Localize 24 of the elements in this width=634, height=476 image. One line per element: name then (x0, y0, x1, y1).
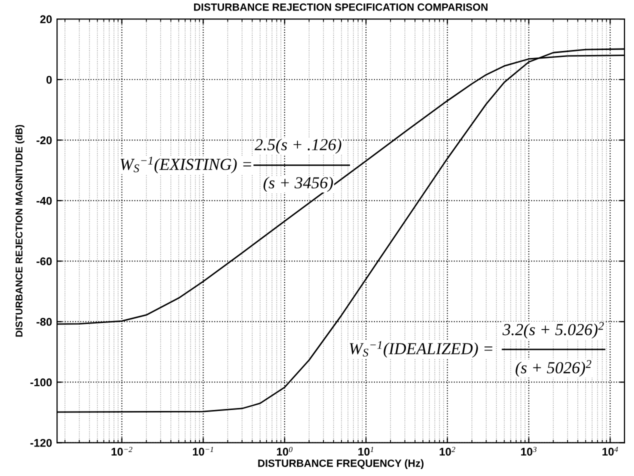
y-tick-label: -100 (30, 378, 52, 386)
x-tick-label: 10$^{4}$ (602, 446, 618, 456)
annotation: (s + 3456) (264, 176, 333, 192)
y-tick-label: -40 (36, 196, 52, 205)
annotation: W$_{S}$$^{−1}$(IDEALIZED) = (350, 341, 492, 358)
x-tick-label: 10$^{−1}$ (192, 446, 214, 456)
x-tick-label: 10$^{1}$ (358, 446, 374, 456)
annotation: W$_{S}$$^{−1}$(EXISTING) = (120, 156, 252, 174)
x-tick-label: 10$^{3}$ (521, 446, 537, 456)
y-tick-label: -120 (30, 438, 52, 447)
annotation: 2.5(s + .126) (254, 138, 342, 154)
y-tick-label: 20 (40, 15, 52, 24)
y-axis-title: DISTURBANCE REJECTION MAGNITUDE (dB) (15, 124, 24, 337)
x-tick-label: 10$^{−2}$ (112, 446, 132, 456)
y-tick-label: -20 (36, 136, 52, 144)
x-tick-label: 10$^{0}$ (276, 446, 293, 456)
annotation: 3.2(s + 5.026)$^{2}$ (502, 322, 604, 339)
y-tick-label: -60 (36, 257, 52, 266)
annotation: (s + 5026)$^{2}$ (516, 360, 592, 377)
y-tick-label: 0 (46, 76, 52, 84)
x-tick-label: 10$^{2}$ (440, 446, 456, 456)
chart-title: DISTURBANCE REJECTION SPECIFICATION COMPARISON (194, 3, 488, 11)
y-tick-label: -80 (36, 318, 52, 326)
x-axis-title: DISTURBANCE FREQUENCY (Hz) (258, 459, 424, 469)
